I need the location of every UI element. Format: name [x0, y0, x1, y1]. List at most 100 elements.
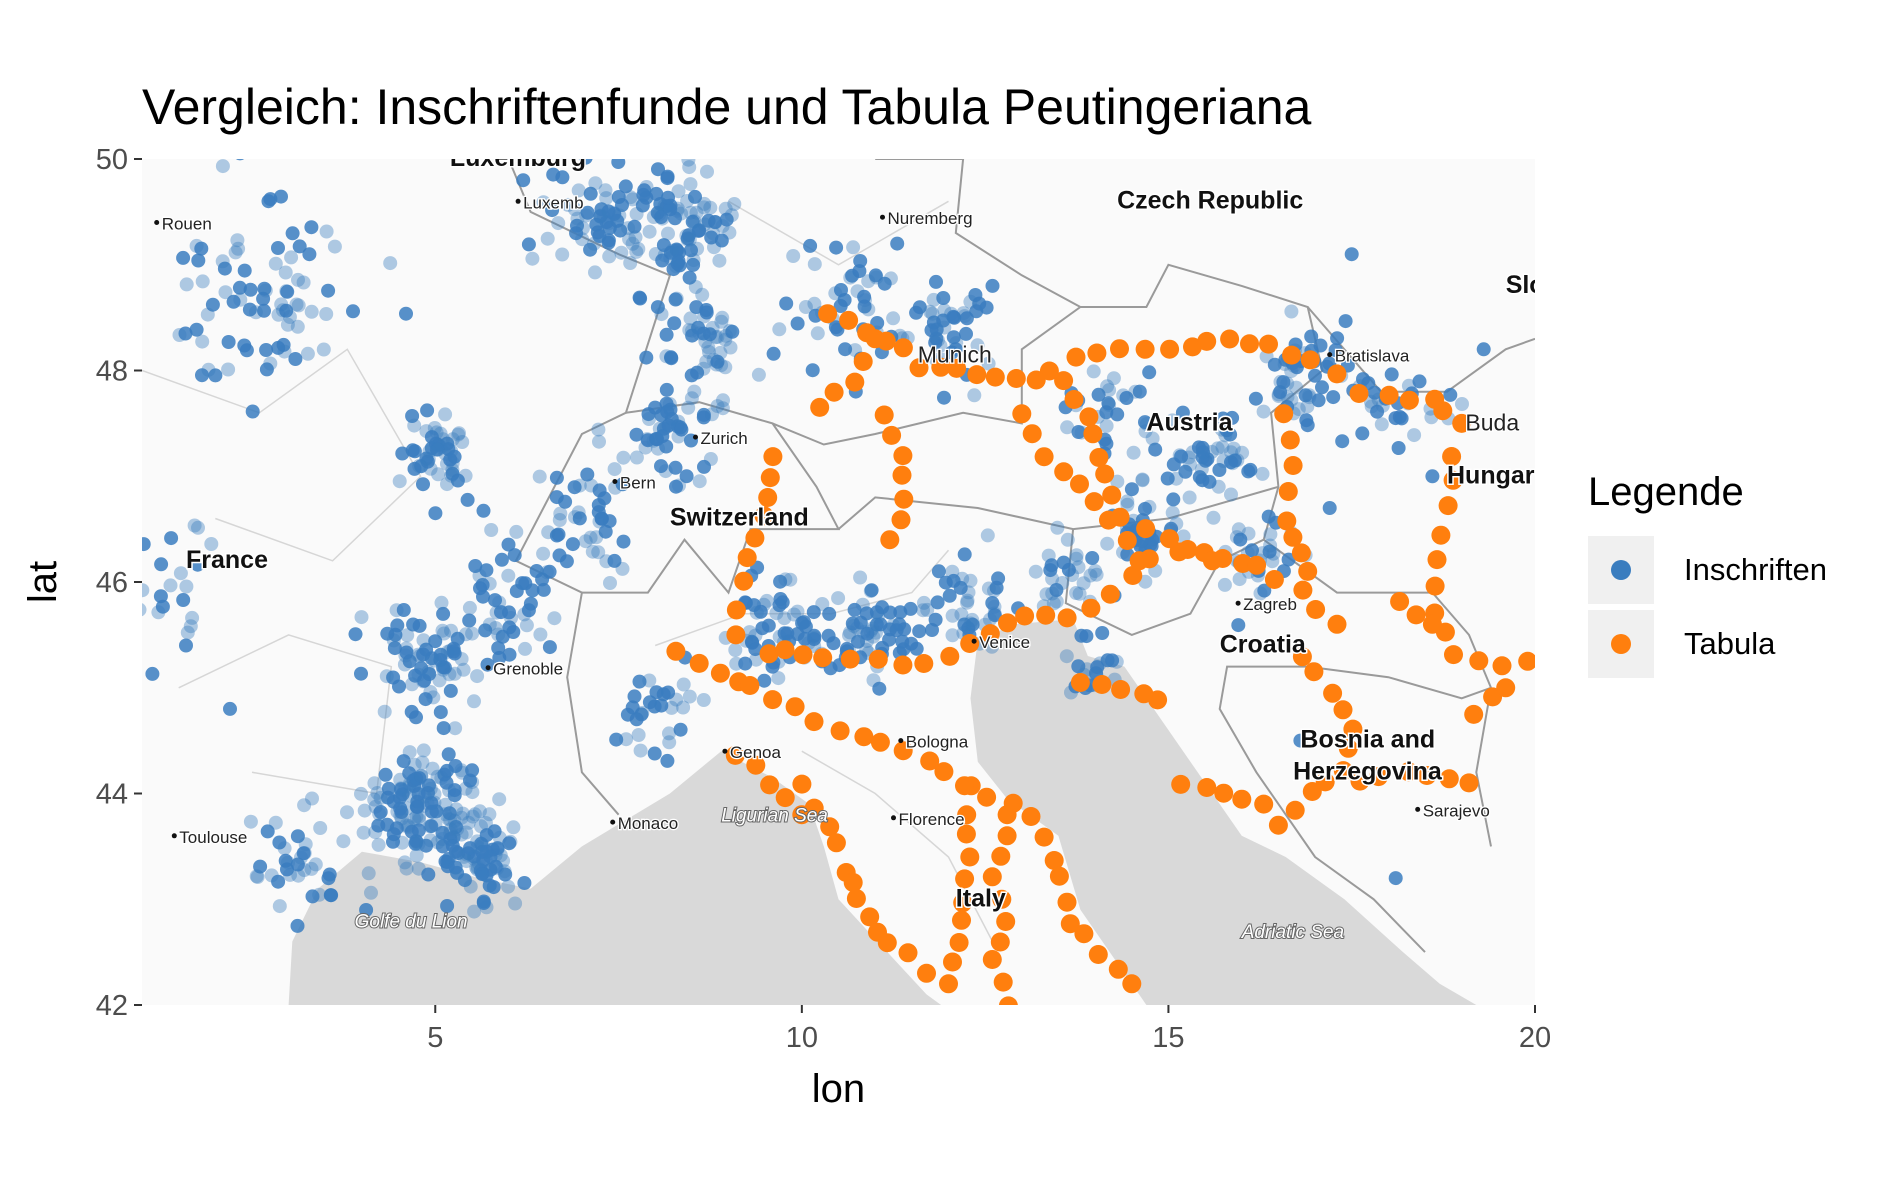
inschriften-point	[179, 277, 194, 292]
inschriften-point	[676, 677, 691, 692]
inschriften-point	[810, 326, 825, 341]
inschriften-point	[427, 421, 442, 435]
inschriften-point	[1263, 527, 1278, 542]
tabula-point	[1304, 662, 1324, 682]
inschriften-point	[583, 242, 598, 257]
inschriften-point	[592, 483, 607, 498]
tabula-point	[940, 646, 960, 666]
inschriften-point	[591, 422, 606, 437]
inschriften-point	[778, 572, 793, 587]
inschriften-point	[1256, 404, 1271, 419]
inschriften-point	[1355, 426, 1370, 441]
inschriften-point	[448, 721, 463, 736]
country-label: France	[186, 546, 268, 574]
tabula-point	[1197, 778, 1217, 797]
inschriften-point	[987, 583, 1001, 598]
inschriften-point	[757, 673, 772, 688]
tabula-point	[894, 489, 914, 509]
tabula-point	[943, 952, 962, 972]
tabula-point	[997, 826, 1017, 846]
inschriften-point	[920, 602, 935, 617]
inschriften-point	[696, 361, 711, 376]
inschriften-point	[518, 641, 532, 656]
inschriften-point	[536, 582, 551, 597]
inschriften-point	[1261, 509, 1276, 524]
inschriften-point	[367, 792, 382, 807]
inschriften-point	[592, 229, 607, 243]
tabula-point	[1110, 339, 1129, 359]
inschriften-point	[1394, 411, 1409, 426]
inschriften-point	[679, 228, 694, 243]
inschriften-point	[221, 362, 236, 377]
tabula-point	[826, 833, 846, 853]
inschriften-point	[467, 807, 482, 822]
inschriften-point	[551, 527, 566, 542]
inschriften-point	[868, 268, 883, 283]
inschriften-point	[618, 179, 633, 194]
inschriften-point	[488, 593, 502, 608]
inschriften-point	[502, 620, 517, 635]
inschriften-point	[1059, 649, 1074, 664]
inschriften-point	[1344, 247, 1359, 262]
inschriften-point	[447, 666, 462, 681]
inschriften-point	[1235, 445, 1250, 460]
city-label: Bratislava	[1335, 347, 1410, 366]
inschriften-point	[447, 788, 462, 803]
inschriften-point	[180, 625, 195, 640]
inschriften-point	[430, 835, 445, 850]
inschriften-point	[1120, 494, 1135, 509]
axes: 5 10 15 20 42 44 46 48 50 lon lat	[21, 144, 1551, 1111]
inschriften-point	[508, 896, 523, 911]
city-label: Munich	[918, 342, 992, 368]
inschriften-point	[661, 685, 676, 700]
tabula-point	[1350, 771, 1370, 791]
inschriften-point	[571, 183, 586, 198]
inschriften-point	[383, 256, 398, 271]
inschriften-point	[476, 503, 491, 518]
inschriften-point	[650, 300, 665, 315]
inschriften-point	[541, 525, 556, 540]
inschriften-point	[724, 208, 739, 223]
inschriften-point	[285, 226, 300, 241]
inschriften-point	[479, 828, 494, 843]
inschriften-point	[501, 568, 516, 583]
inschriften-point	[436, 662, 451, 677]
inschriften-point	[1298, 388, 1313, 403]
tabula-point	[1283, 456, 1303, 475]
inschriften-point	[448, 820, 463, 834]
tabula-point	[880, 530, 900, 550]
inschriften-point	[889, 623, 904, 638]
inschriften-point	[1233, 532, 1248, 547]
tabula-point	[1089, 448, 1109, 467]
tabula-point	[1036, 605, 1056, 625]
inschriften-point	[1142, 365, 1157, 380]
inschriften-point	[753, 604, 768, 619]
inschriften-point	[445, 432, 460, 447]
tabula-point	[996, 912, 1016, 931]
inschriften-point	[218, 285, 233, 300]
tabula-point	[1074, 924, 1094, 944]
tabula-point	[792, 774, 812, 794]
tabula-point	[793, 645, 813, 665]
inschriften-point	[797, 631, 812, 646]
inschriften-point	[1388, 871, 1403, 886]
inschriften-point	[1322, 501, 1337, 515]
map-basemap	[142, 159, 1535, 1005]
tabula-point	[760, 775, 780, 795]
inschriften-point	[853, 615, 868, 630]
inschriften-point	[271, 874, 286, 889]
adriatic-sea-area	[970, 619, 1477, 1005]
inschriften-point	[431, 467, 446, 482]
inschriften-point	[394, 782, 409, 797]
inschriften-point	[702, 345, 716, 359]
tabula-point	[917, 963, 936, 983]
inschriften-point	[357, 803, 372, 818]
inschriften-point	[373, 805, 388, 819]
tabula-point	[1095, 464, 1115, 484]
inschriften-point	[327, 239, 342, 254]
inschriften-point	[1308, 368, 1322, 383]
ligurian-sea-area	[288, 751, 942, 1005]
tabula-point	[893, 446, 913, 466]
inschriften-point	[433, 705, 448, 720]
